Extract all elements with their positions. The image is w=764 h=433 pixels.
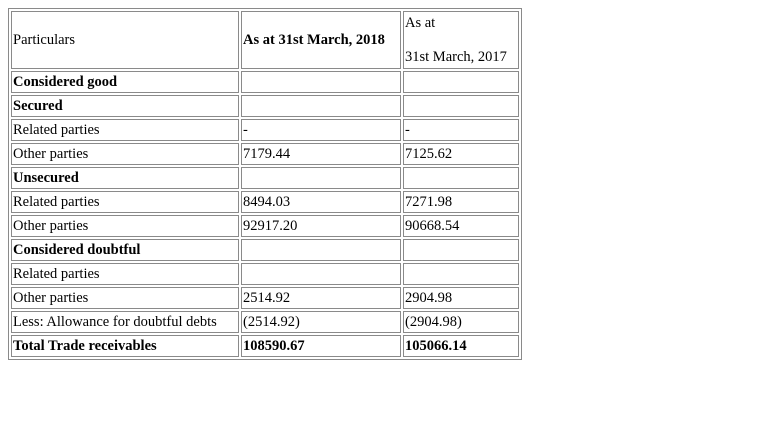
row-label: Other parties [11,287,239,309]
row-value-2017: 90668.54 [403,215,519,237]
table-row: Considered good [11,71,519,93]
table-row: Unsecured [11,167,519,189]
header-particulars: Particulars [11,11,239,69]
header-2018: As at 31st March, 2018 [241,11,401,69]
row-label: Total Trade receivables [11,335,239,357]
row-value-2017 [403,239,519,261]
table-body: Particulars As at 31st March, 2018 As at… [11,11,519,357]
row-value-2017 [403,263,519,285]
row-label: Other parties [11,143,239,165]
trade-receivables-table: Particulars As at 31st March, 2018 As at… [8,8,522,360]
row-value-2017: (2904.98) [403,311,519,333]
row-value-2018 [241,167,401,189]
row-value-2018: 7179.44 [241,143,401,165]
table-row: Total Trade receivables 108590.67 105066.1… [11,335,519,357]
row-label: Considered good [11,71,239,93]
table-row: Other parties 92917.20 90668.54 [11,215,519,237]
table-header-row: Particulars As at 31st March, 2018 As at… [11,11,519,69]
header-2017-line1: As at [405,14,436,31]
row-label: Related parties [11,263,239,285]
row-value-2017: - [403,119,519,141]
row-label: Unsecured [11,167,239,189]
table-row: Related parties - - [11,119,519,141]
row-label: Related parties [11,119,239,141]
row-label: Other parties [11,215,239,237]
table-row: Secured [11,95,519,117]
row-value-2018: - [241,119,401,141]
row-value-2017 [403,95,519,117]
table-row: Related parties 8494.03 7271.98 [11,191,519,213]
table-row: Other parties 7179.44 7125.62 [11,143,519,165]
row-value-2017: 105066.14 [403,335,519,357]
row-label: Less: Allowance for doubtful debts [11,311,239,333]
row-value-2017: 2904.98 [403,287,519,309]
table-row: Considered doubtful [11,239,519,261]
row-value-2018 [241,71,401,93]
row-value-2018: 92917.20 [241,215,401,237]
row-value-2017 [403,167,519,189]
row-value-2018 [241,95,401,117]
row-value-2018 [241,263,401,285]
row-value-2018 [241,239,401,261]
table-row: Less: Allowance for doubtful debts (2514.… [11,311,519,333]
row-label: Related parties [11,191,239,213]
row-label: Considered doubtful [11,239,239,261]
row-value-2017: 7271.98 [403,191,519,213]
row-value-2017 [403,71,519,93]
table-row: Other parties 2514.92 2904.98 [11,287,519,309]
header-2017-line2: 31st March, 2017 [405,48,507,65]
row-value-2018: 108590.67 [241,335,401,357]
row-value-2017: 7125.62 [403,143,519,165]
row-value-2018: 8494.03 [241,191,401,213]
table-row: Related parties [11,263,519,285]
row-value-2018: 2514.92 [241,287,401,309]
row-value-2018: (2514.92) [241,311,401,333]
header-2017: As at 31st March, 2017 [403,11,519,69]
row-label: Secured [11,95,239,117]
